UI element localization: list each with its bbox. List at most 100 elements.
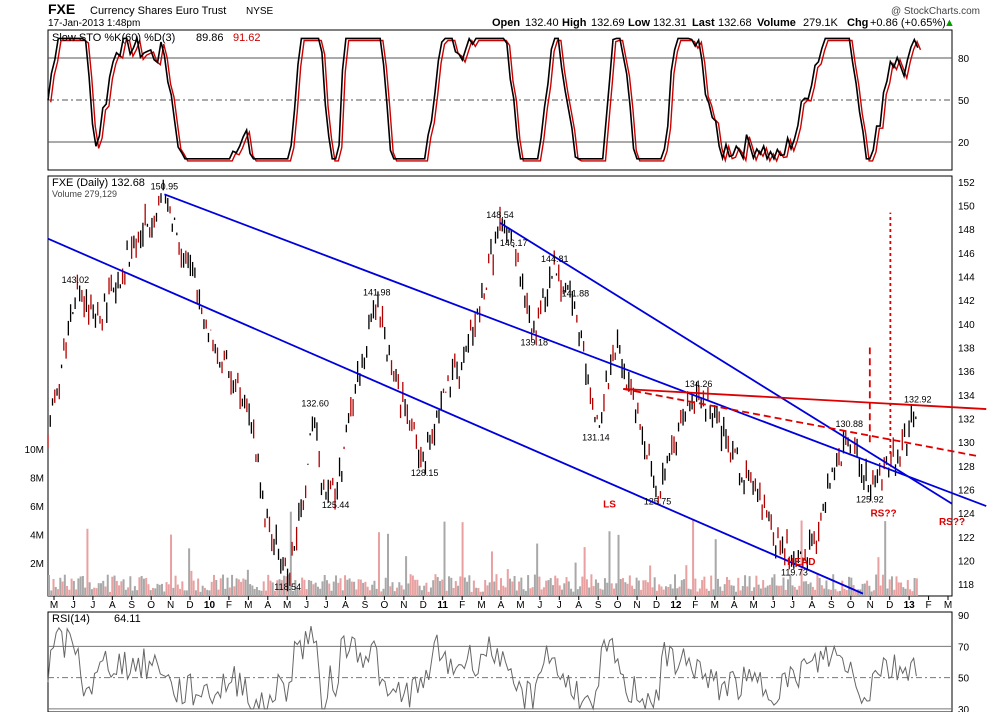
volume-bar bbox=[393, 591, 396, 596]
volume-bar bbox=[592, 586, 595, 596]
rsi-panel: 30 50 70 90 bbox=[47, 611, 970, 712]
volume-bar bbox=[649, 565, 652, 596]
volume-bar bbox=[457, 585, 460, 596]
volume-bar bbox=[759, 588, 762, 596]
volume-bar bbox=[86, 528, 89, 596]
volume-bar bbox=[484, 579, 487, 596]
low-value: 132.31 bbox=[653, 17, 687, 29]
volume-bar bbox=[163, 591, 166, 596]
volume-bar bbox=[667, 586, 670, 596]
volume-bar bbox=[226, 577, 229, 596]
time-tick-label: O bbox=[381, 600, 389, 611]
volume-bar bbox=[750, 590, 753, 596]
volume-bar bbox=[321, 581, 324, 596]
stoch-d-line bbox=[50, 37, 922, 164]
time-tick-label: A bbox=[809, 600, 816, 611]
volume-bar bbox=[524, 590, 527, 596]
volume-label: Volume bbox=[757, 17, 796, 29]
volume-bar bbox=[307, 579, 310, 596]
volume-bar bbox=[436, 577, 439, 596]
volume-bar bbox=[642, 580, 645, 596]
chg-label: Chg bbox=[847, 17, 868, 29]
volume-bar bbox=[619, 579, 622, 596]
annotation-label: LS bbox=[603, 499, 616, 510]
volume-bar bbox=[81, 576, 84, 596]
volume-bar bbox=[208, 590, 211, 596]
volume-bar bbox=[796, 589, 799, 596]
volume-bar bbox=[827, 589, 830, 596]
volume-bar bbox=[746, 586, 749, 596]
time-tick-label: A bbox=[575, 600, 582, 611]
time-tick-label: F bbox=[926, 600, 932, 611]
volume-bar bbox=[504, 587, 507, 596]
volume-bar bbox=[766, 585, 769, 596]
volume-bar bbox=[99, 583, 102, 596]
volume-bar bbox=[850, 577, 853, 596]
volume-bar bbox=[127, 587, 130, 596]
time-tick-label: A bbox=[498, 600, 505, 611]
volume-bar bbox=[820, 585, 823, 596]
volume-bar bbox=[391, 582, 394, 596]
volume-bar bbox=[497, 590, 500, 596]
volume-bar bbox=[296, 588, 299, 596]
volume-bar bbox=[323, 574, 326, 596]
volume-bar bbox=[561, 589, 564, 596]
volume-bar bbox=[111, 576, 114, 596]
volume-bar bbox=[109, 591, 112, 596]
volume-bar bbox=[328, 583, 331, 596]
volume-bar bbox=[429, 587, 432, 596]
volume-bar bbox=[680, 580, 683, 596]
volume-bar bbox=[276, 580, 279, 596]
volume-bar bbox=[93, 587, 96, 596]
volume-bar bbox=[382, 588, 385, 596]
volume-bar bbox=[398, 582, 401, 596]
volume-bar bbox=[816, 573, 819, 596]
volume-bar bbox=[574, 562, 577, 596]
volume-bar bbox=[316, 586, 319, 596]
volume-bar bbox=[558, 585, 561, 596]
volume-bar bbox=[509, 578, 512, 596]
volume-bar bbox=[224, 588, 227, 596]
volume-bar bbox=[633, 588, 636, 596]
time-tick-label: N bbox=[400, 600, 407, 611]
volume-bar bbox=[551, 585, 554, 596]
volume-bar bbox=[377, 532, 380, 596]
volume-bar bbox=[371, 584, 374, 596]
volume-bar bbox=[888, 579, 891, 596]
volume-bar bbox=[721, 590, 724, 596]
volume-bar bbox=[807, 584, 810, 596]
price-label: 130.88 bbox=[836, 419, 864, 429]
volume-bar bbox=[425, 582, 428, 596]
price-tick-label: 118 bbox=[958, 580, 974, 591]
volume-bar bbox=[798, 585, 801, 596]
volume-bar bbox=[576, 589, 579, 596]
price-label: 134.26 bbox=[685, 379, 713, 389]
volume-bar bbox=[728, 579, 731, 596]
price-tick-label: 134 bbox=[958, 391, 975, 402]
volume-bar bbox=[255, 587, 258, 596]
time-tick-label: M bbox=[749, 600, 757, 611]
volume-bar bbox=[662, 589, 665, 596]
volume-bar bbox=[540, 589, 543, 596]
price-tick-label: 146 bbox=[958, 249, 975, 260]
volume-bar bbox=[461, 522, 464, 596]
volume-bar bbox=[380, 591, 383, 596]
volume-bar bbox=[325, 580, 328, 596]
volume-bar bbox=[54, 587, 57, 596]
volume-bar bbox=[183, 590, 186, 596]
volume-bar bbox=[120, 581, 123, 596]
volume-bar bbox=[249, 584, 252, 596]
volume-bar bbox=[789, 574, 792, 596]
volume-bar bbox=[253, 589, 256, 596]
volume-bar bbox=[75, 589, 78, 596]
volume-bar bbox=[414, 579, 417, 596]
volume-bar bbox=[140, 575, 143, 596]
time-tick-label: J bbox=[304, 600, 309, 611]
volume-bar bbox=[396, 587, 399, 596]
volume-bar bbox=[829, 589, 832, 596]
volume-bar bbox=[294, 580, 297, 596]
price-tick-label: 122 bbox=[958, 533, 975, 544]
volume-bar bbox=[459, 576, 462, 596]
volume-bar bbox=[147, 584, 150, 596]
